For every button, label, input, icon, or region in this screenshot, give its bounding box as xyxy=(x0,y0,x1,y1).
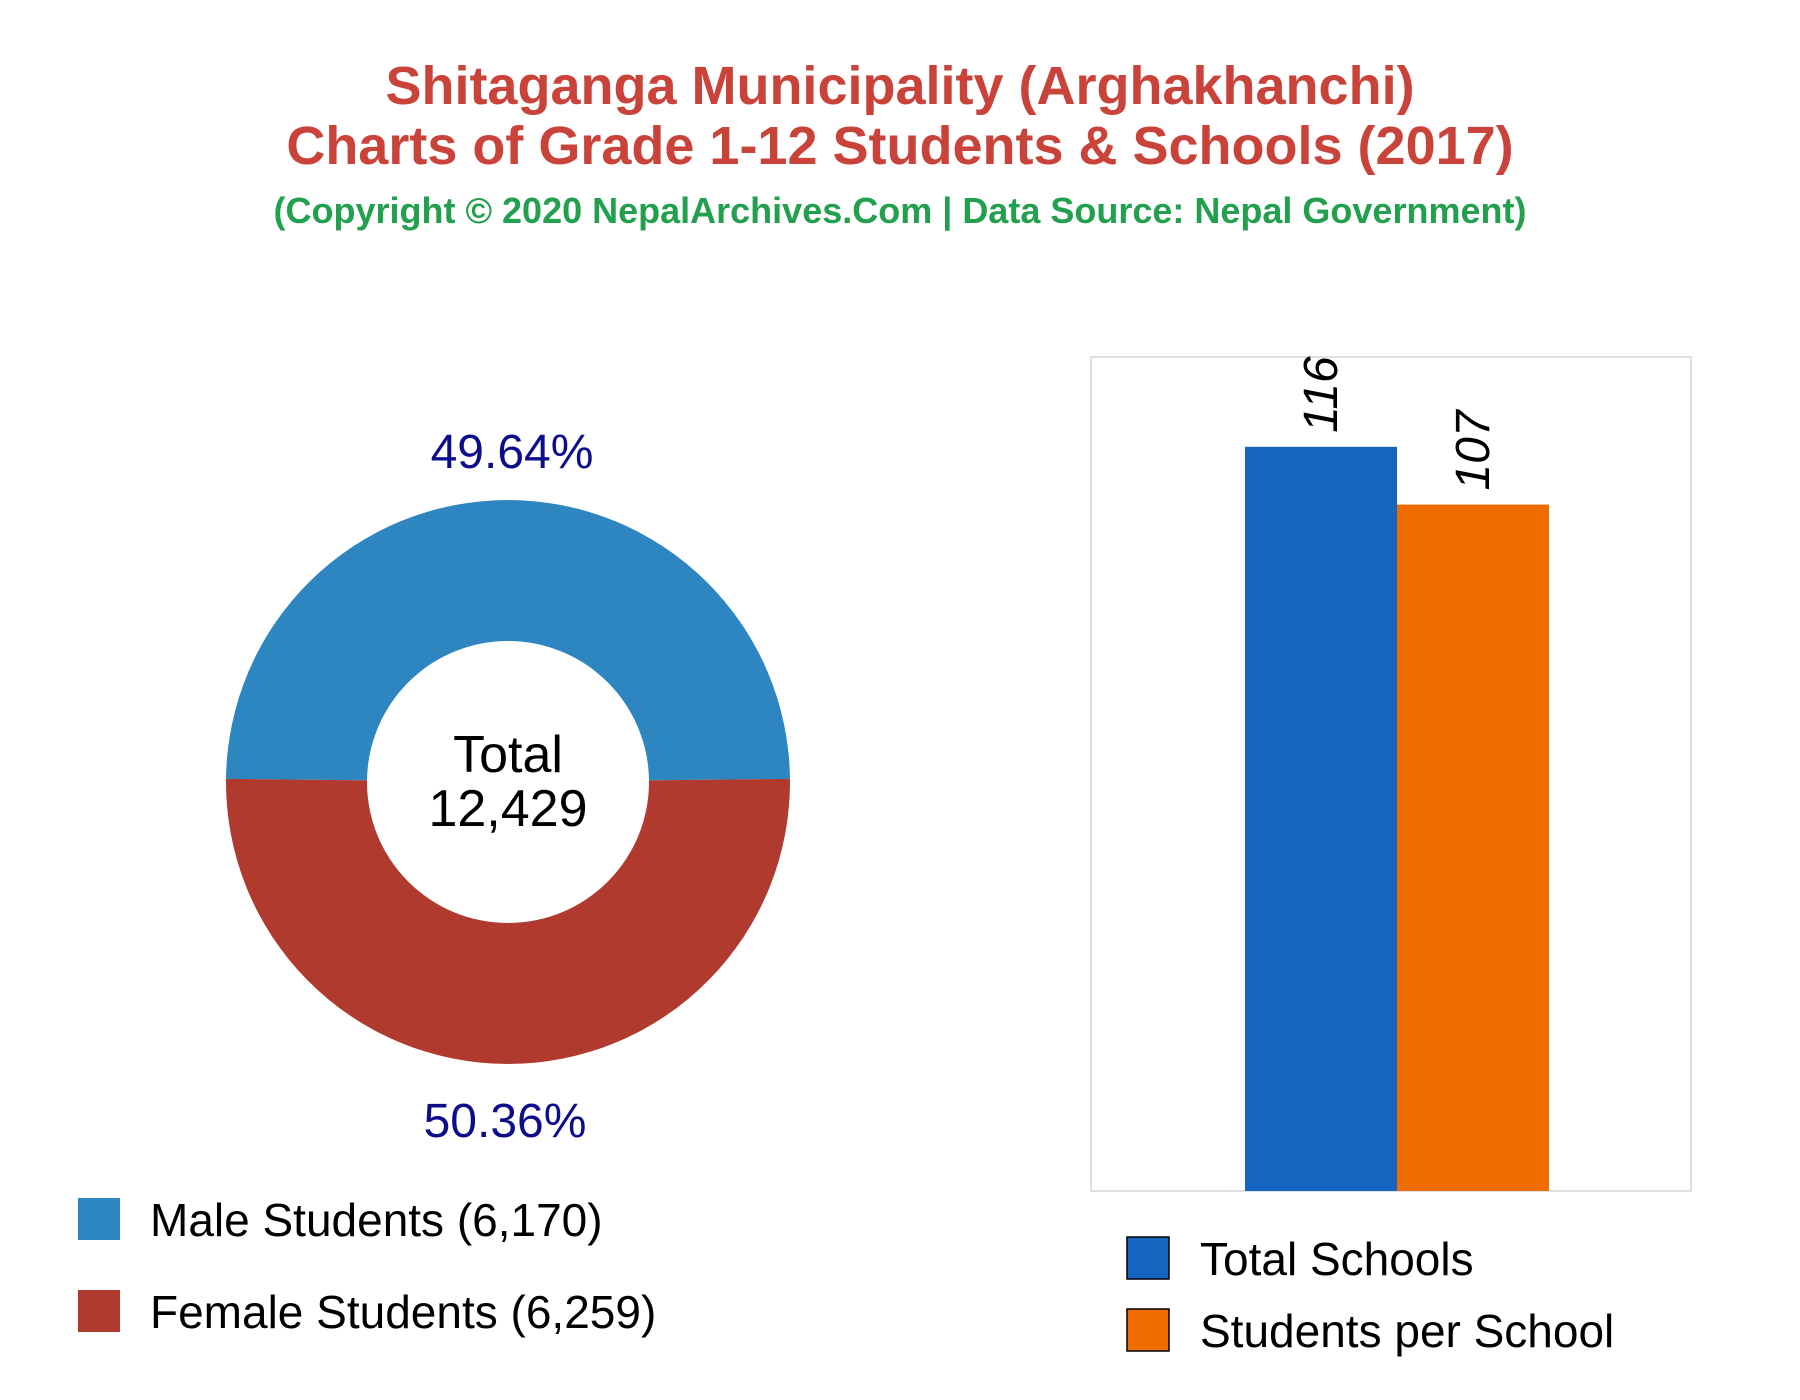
bar-value-label-total-schools: 116 xyxy=(1295,356,1348,433)
chart-subtitle: (Copyright © 2020 NepalArchives.Com | Da… xyxy=(273,190,1527,231)
donut-center-label: Total xyxy=(453,726,563,784)
donut-slice-female xyxy=(226,778,791,1065)
bar-value-label-students-per-school: 107 xyxy=(1447,408,1500,490)
donut-slice-male xyxy=(226,500,790,781)
legend-swatch-students-per-school xyxy=(1126,1308,1170,1352)
bar-chart: 116 107 xyxy=(1090,356,1692,1192)
legend-swatch-female xyxy=(78,1290,120,1332)
legend-label-total-schools: Total Schools xyxy=(1200,1233,1474,1285)
percent-label-female: 50.36% xyxy=(424,1095,587,1148)
percent-label-male: 49.64% xyxy=(431,426,594,479)
bar-students-per-school xyxy=(1397,504,1549,1191)
legend-label-female: Female Students (6,259) xyxy=(150,1286,656,1338)
chart-title-line2: Charts of Grade 1-12 Students & Schools … xyxy=(286,116,1514,176)
bar-legend: Total Schools Students per School xyxy=(1126,1233,1614,1357)
legend-label-students-per-school: Students per School xyxy=(1200,1305,1614,1357)
chart-title-line1: Shitaganga Municipality (Arghakhanchi) xyxy=(385,56,1415,116)
donut-chart: 49.64% 50.36% Total 12,429 xyxy=(226,426,791,1148)
donut-legend: Male Students (6,170) Female Students (6… xyxy=(78,1194,656,1338)
legend-swatch-male xyxy=(78,1198,120,1240)
legend-swatch-total-schools xyxy=(1126,1236,1170,1280)
legend-label-male: Male Students (6,170) xyxy=(150,1194,603,1246)
bar-total-schools xyxy=(1245,446,1397,1191)
donut-center-value: 12,429 xyxy=(428,780,587,838)
